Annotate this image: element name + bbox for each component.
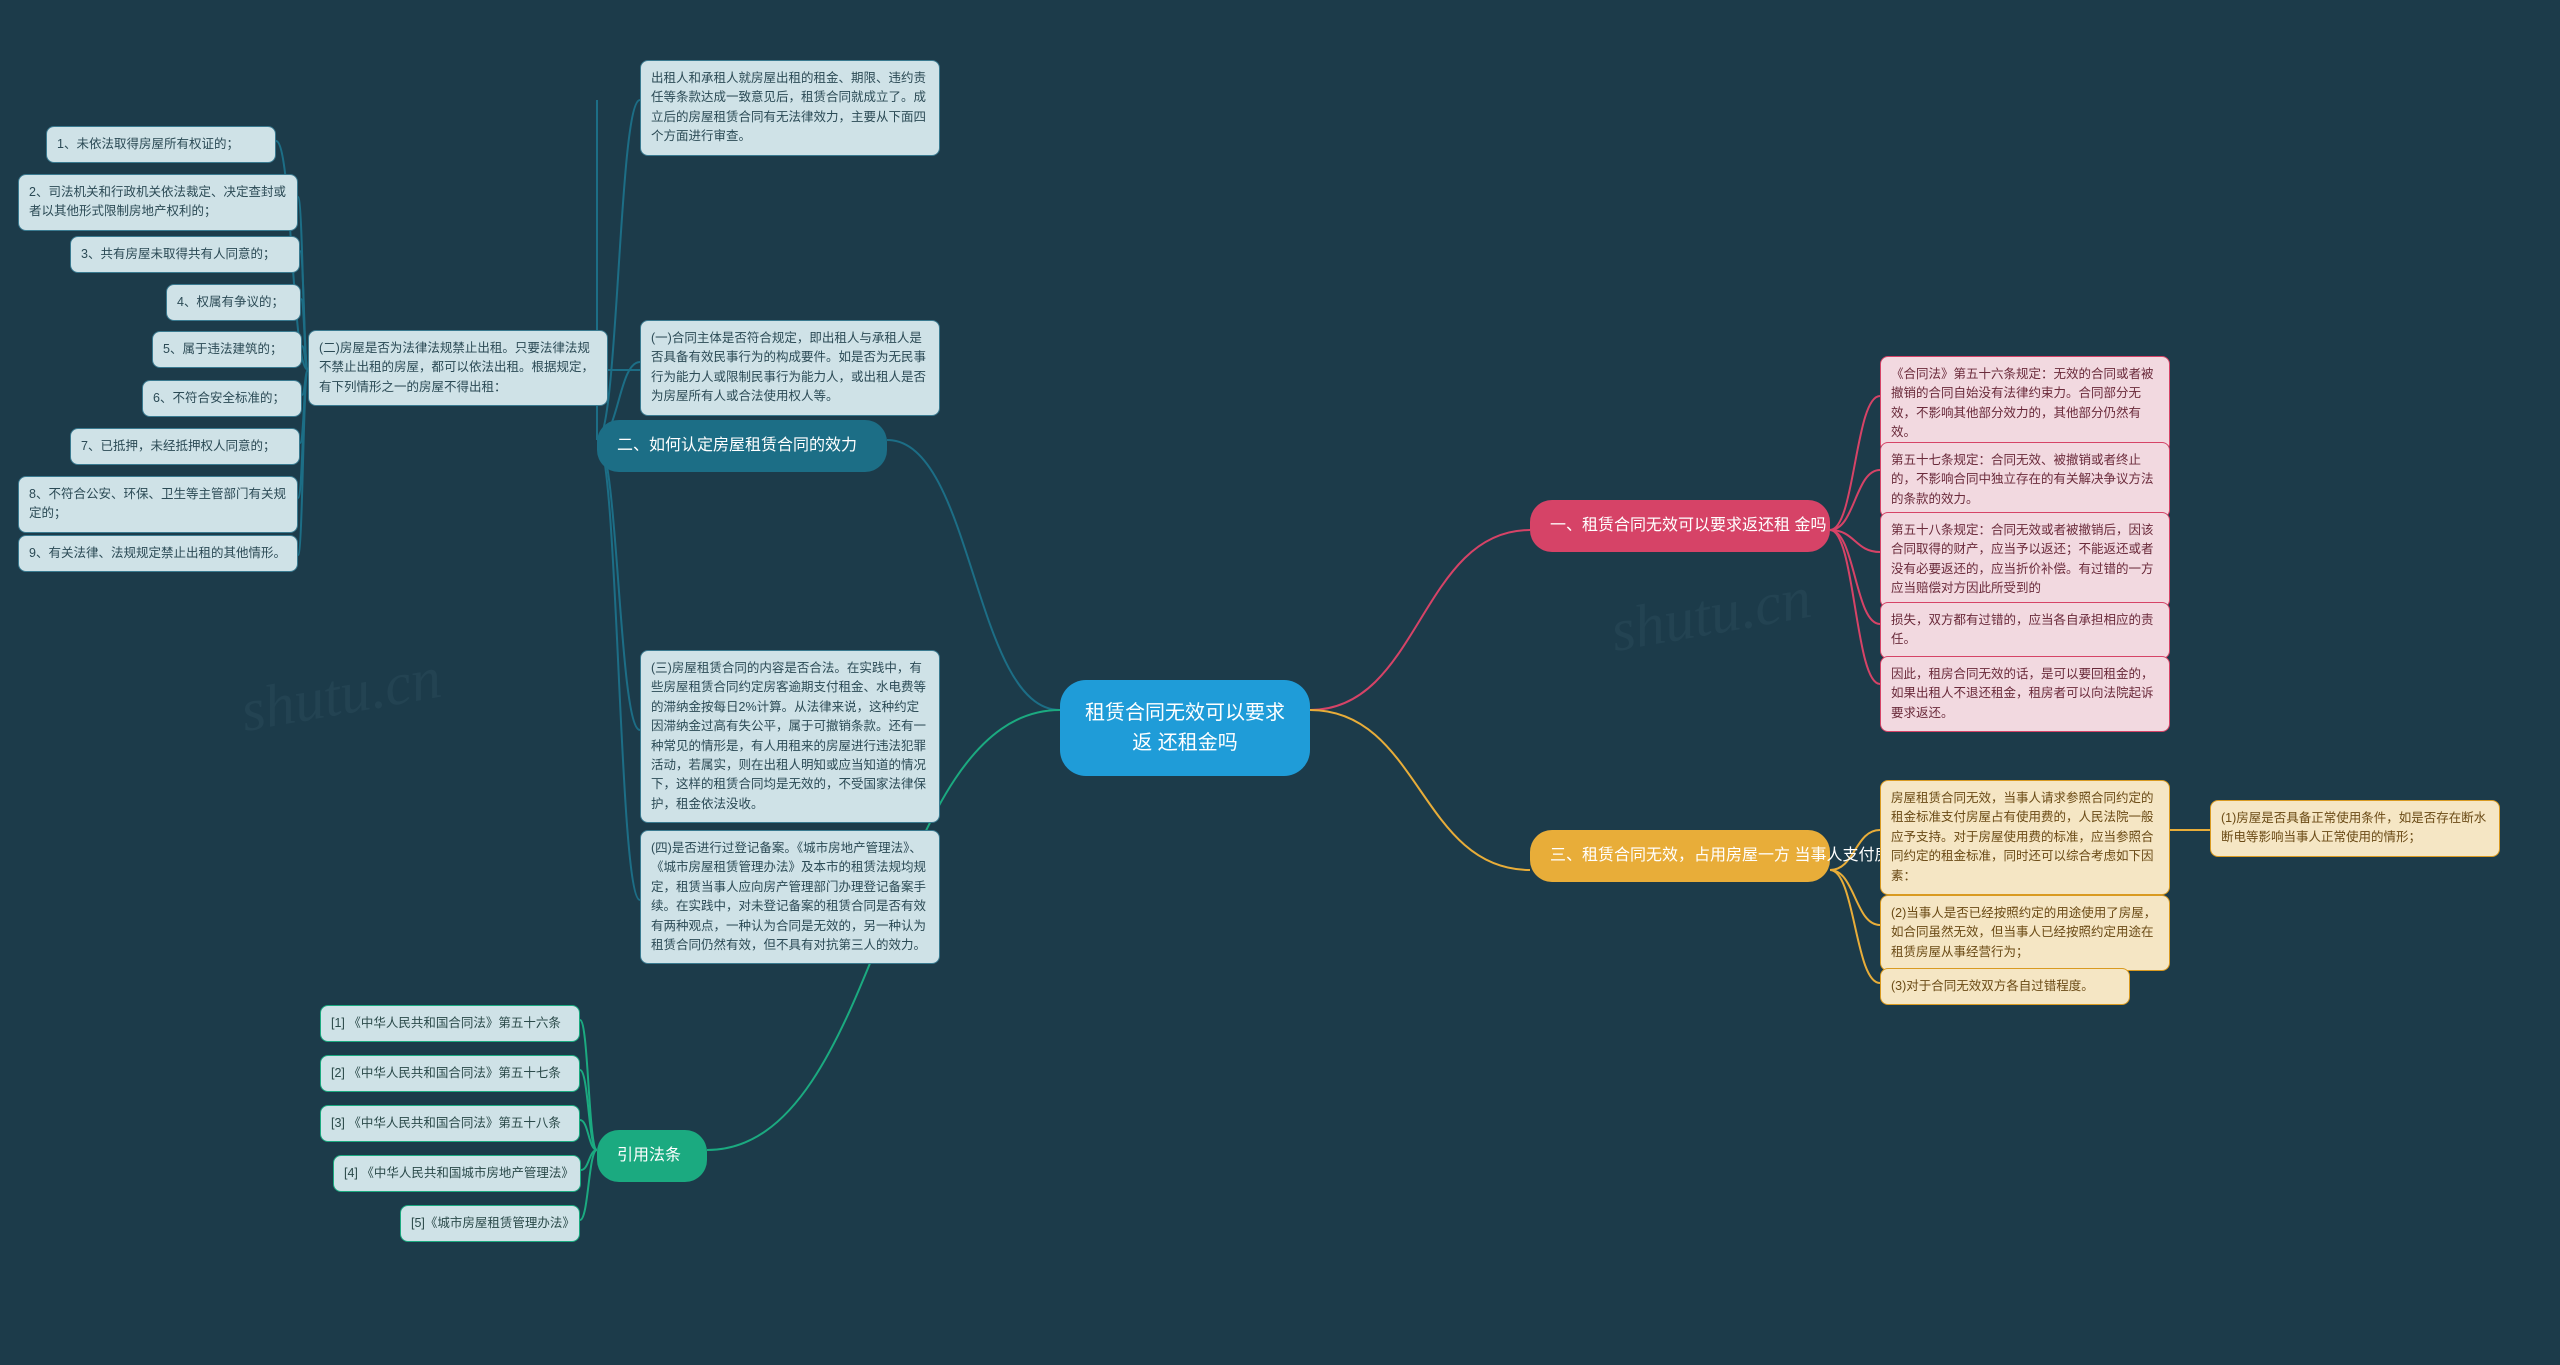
- leaf2b-6: 7、已抵押，未经抵押权人同意的；: [70, 428, 300, 465]
- leaf1-1: 第五十七条规定：合同无效、被撤销或者终止的，不影响合同中独立存在的有关解决争议方…: [1880, 442, 2170, 518]
- leaf3-1: (2)当事人是否已经按照约定的用途使用了房屋，如合同虽然无效，但当事人已经按照约…: [1880, 895, 2170, 971]
- leaf3-0: 房屋租赁合同无效，当事人请求参照合同约定的租金标准支付房屋占有使用费的，人民法院…: [1880, 780, 2170, 895]
- leaf2-b: (二)房屋是否为法律法规禁止出租。只要法律法规不禁止出租的房屋，都可以依法出租。…: [308, 330, 608, 406]
- branch-1: 一、租赁合同无效可以要求返还租 金吗: [1530, 500, 1830, 552]
- branch-2: 二、如何认定房屋租赁合同的效力: [597, 420, 887, 472]
- leaf1-2: 第五十八条规定：合同无效或者被撤销后，因该合同取得的财产，应当予以返还；不能返还…: [1880, 512, 2170, 608]
- leaf2b-7: 8、不符合公安、环保、卫生等主管部门有关规定的；: [18, 476, 298, 533]
- leaf2-d: (四)是否进行过登记备案。《城市房地产管理法》、《城市房屋租赁管理办法》及本市的…: [640, 830, 940, 964]
- branch-4: 引用法条: [597, 1130, 707, 1182]
- leaf2b-0: 1、未依法取得房屋所有权证的；: [46, 126, 276, 163]
- leaf4-0: [1] 《中华人民共和国合同法》第五十六条: [320, 1005, 580, 1042]
- leaf1-0: 《合同法》第五十六条规定：无效的合同或者被撤销的合同自始没有法律约束力。合同部分…: [1880, 356, 2170, 452]
- leaf2b-1: 2、司法机关和行政机关依法裁定、决定查封或者以其他形式限制房地产权利的；: [18, 174, 298, 231]
- leaf4-3: [4] 《中华人民共和国城市房地产管理法》: [333, 1155, 581, 1192]
- watermark-2: shutu.cn: [1606, 563, 1817, 666]
- leaf2b-8: 9、有关法律、法规规定禁止出租的其他情形。: [18, 535, 298, 572]
- leaf2-c: (三)房屋租赁合同的内容是否合法。在实践中，有些房屋租赁合同约定房客逾期支付租金…: [640, 650, 940, 823]
- leaf2-intro: 出租人和承租人就房屋出租的租金、期限、违约责任等条款达成一致意见后，租赁合同就成…: [640, 60, 940, 156]
- root-node: 租赁合同无效可以要求返 还租金吗: [1060, 680, 1310, 776]
- watermark-1: shutu.cn: [236, 643, 447, 746]
- leaf1-4: 因此，租房合同无效的话，是可以要回租金的，如果出租人不退还租金，租房者可以向法院…: [1880, 656, 2170, 732]
- leaf4-1: [2] 《中华人民共和国合同法》第五十七条: [320, 1055, 580, 1092]
- leaf3-sub: (1)房屋是否具备正常使用条件，如是否存在断水断电等影响当事人正常使用的情形；: [2210, 800, 2500, 857]
- leaf1-3: 损失，双方都有过错的，应当各自承担相应的责任。: [1880, 602, 2170, 659]
- leaf2b-5: 6、不符合安全标准的；: [142, 380, 302, 417]
- branch-3: 三、租赁合同无效，占用房屋一方 当事人支付房屋使用费支付标准如 何确定: [1530, 830, 1830, 882]
- leaf4-4: [5]《城市房屋租赁管理办法》: [400, 1205, 580, 1242]
- leaf3-2: (3)对于合同无效双方各自过错程度。: [1880, 968, 2130, 1005]
- leaf2b-4: 5、属于违法建筑的；: [152, 331, 302, 368]
- leaf2b-3: 4、权属有争议的；: [166, 284, 301, 321]
- leaf2b-2: 3、共有房屋未取得共有人同意的；: [70, 236, 300, 273]
- leaf4-2: [3] 《中华人民共和国合同法》第五十八条: [320, 1105, 580, 1142]
- leaf2-a: (一)合同主体是否符合规定，即出租人与承租人是否具备有效民事行为的构成要件。如是…: [640, 320, 940, 416]
